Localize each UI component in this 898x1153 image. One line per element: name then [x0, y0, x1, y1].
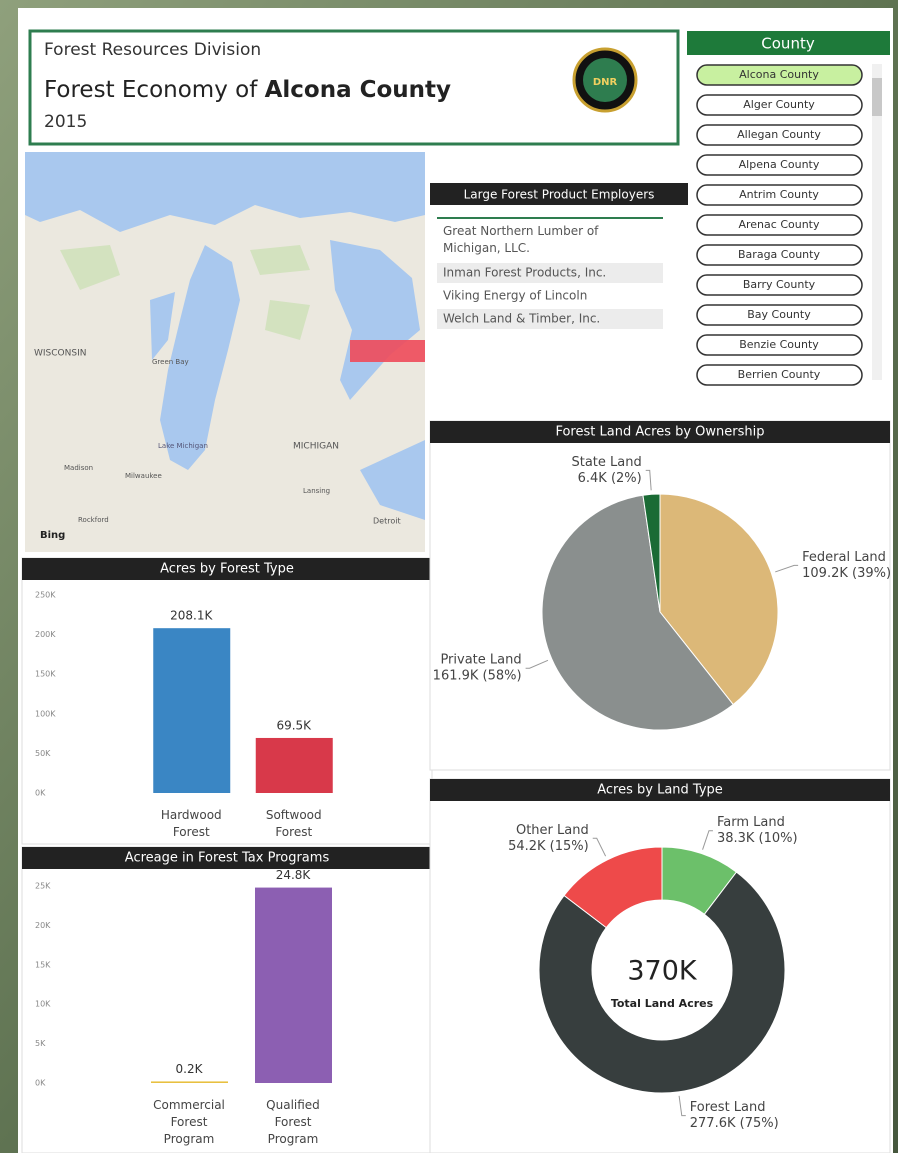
slice-value: 54.2K (15%) — [508, 839, 589, 854]
slicer-item-label[interactable]: Berrien County — [738, 368, 821, 381]
slice-label: Farm Land — [717, 815, 785, 830]
total-value: 370K — [627, 956, 698, 987]
map-label: Lake Michigan — [158, 442, 208, 450]
slicer-item-label[interactable]: Bay County — [747, 308, 811, 321]
division: Forest Resources Division — [44, 40, 261, 60]
slicer-item-label[interactable]: Alcona County — [739, 68, 819, 81]
panel-title: Acreage in Forest Tax Programs — [125, 851, 330, 866]
dashboard: Forest Resources Division Forest Economy… — [0, 0, 898, 1153]
bar — [151, 1081, 228, 1083]
slice-value: 38.3K (10%) — [717, 831, 798, 846]
panel-title: Forest Land Acres by Ownership — [555, 425, 764, 440]
total-caption: Total Land Acres — [611, 997, 714, 1010]
slicer-item-label[interactable]: Barry County — [743, 278, 816, 291]
slicer-item-label[interactable]: Alger County — [743, 98, 815, 111]
value-label: 208.1K — [170, 609, 213, 623]
value-label: 24.8K — [276, 868, 312, 882]
bar — [256, 738, 333, 793]
map-label: WISCONSIN — [34, 349, 86, 359]
slice-value: 6.4K (2%) — [578, 471, 642, 486]
slice-label: Private Land — [440, 653, 521, 668]
slicer-item-label[interactable]: Antrim County — [739, 188, 819, 201]
year: 2015 — [44, 112, 87, 132]
y-tick-label: 25K — [35, 882, 51, 891]
bar — [153, 628, 230, 793]
slicer-item-label[interactable]: Arenac County — [738, 218, 819, 231]
slice-label: Forest Land — [690, 1100, 766, 1115]
y-tick-label: 0K — [35, 789, 46, 798]
y-tick-label: 100K — [35, 709, 56, 718]
map-label: Milwaukee — [125, 472, 162, 480]
y-tick-label: 150K — [35, 670, 56, 679]
panel — [22, 847, 432, 1153]
slicer-item-label[interactable]: Benzie County — [739, 338, 819, 351]
county-highlight — [350, 340, 425, 362]
slice-label: Federal Land — [802, 550, 886, 565]
title: Forest Economy of Alcona County — [44, 77, 451, 103]
slice-value: 109.2K (39%) — [802, 566, 891, 581]
map-label: Rockford — [78, 516, 109, 524]
y-tick-label: 0K — [35, 1079, 46, 1088]
employer-name: Viking Energy of Lincoln — [443, 289, 587, 303]
slicer-item-label[interactable]: Alpena County — [739, 158, 820, 171]
slicer-item-label[interactable]: Baraga County — [738, 248, 820, 261]
slice-label: Other Land — [516, 823, 589, 838]
panel-title: Acres by Forest Type — [160, 562, 294, 577]
y-tick-label: 50K — [35, 749, 51, 758]
logo-text: DNR — [593, 77, 618, 88]
map-attribution: Bing — [40, 530, 65, 541]
slicer-list: Alcona County Alger County Allegan County A… — [697, 65, 862, 385]
employers-title: Large Forest Product Employers — [464, 188, 655, 202]
map-label: MICHIGAN — [293, 442, 339, 452]
scrollbar-thumb[interactable] — [872, 78, 882, 116]
slice-value: 161.9K (58%) — [433, 669, 522, 684]
y-tick-label: 5K — [35, 1039, 46, 1048]
slice-label: State Land — [571, 455, 641, 470]
y-tick-label: 20K — [35, 921, 51, 930]
y-tick-label: 10K — [35, 1000, 51, 1009]
title-county: Alcona County — [265, 77, 451, 103]
slicer-item-label[interactable]: Allegan County — [737, 128, 821, 141]
slicer-title: County — [761, 35, 815, 53]
y-tick-label: 200K — [35, 630, 56, 639]
y-tick-label: 250K — [35, 591, 56, 600]
y-tick-label: 15K — [35, 960, 51, 969]
map-label: Green Bay — [152, 358, 189, 366]
map-label: Detroit — [373, 517, 401, 526]
bar — [255, 888, 332, 1083]
map-label: Madison — [64, 464, 93, 472]
value-label: 0.2K — [176, 1062, 204, 1076]
map-label: Lansing — [303, 487, 330, 495]
title-prefix: Forest Economy of — [44, 77, 258, 103]
panel-title: Acres by Land Type — [597, 783, 723, 798]
slice-value: 277.6K (75%) — [690, 1116, 779, 1131]
employer-name: Welch Land & Timber, Inc. — [443, 312, 600, 326]
value-label: 69.5K — [276, 718, 312, 732]
employer-name: Inman Forest Products, Inc. — [443, 266, 606, 280]
